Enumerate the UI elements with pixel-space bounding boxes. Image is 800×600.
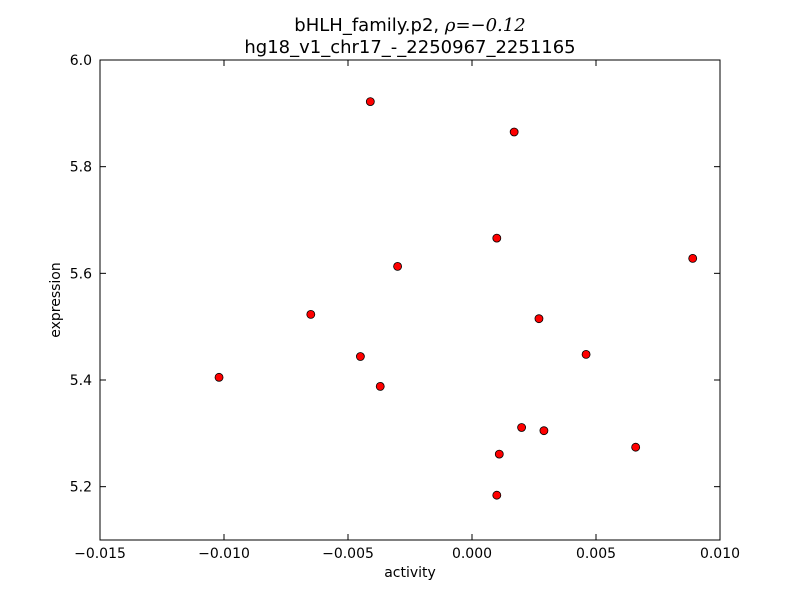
plot-area [99,59,721,541]
data-point [375,381,385,391]
y-axis-ticks [100,59,720,488]
y-tick-label: 5.4 [70,373,92,389]
data-point [393,261,403,271]
data-point [492,233,502,243]
x-tick-label: −0.010 [198,546,250,562]
chart-title-rho: ρ=−0.12 [444,15,526,36]
data-point [365,97,375,106]
x-tick-label: −0.015 [74,546,126,562]
y-tick-label: 6.0 [70,53,92,69]
data-point [214,372,224,382]
data-point [492,490,502,500]
x-tick-label: 0.005 [576,546,616,562]
data-points [214,97,698,500]
data-point [534,314,544,324]
y-axis-label: expression [48,262,64,338]
y-axis-tick-labels: 5.2 5.4 5.6 5.8 6.0 [70,53,92,496]
x-axis-tick-labels: −0.015 −0.010 −0.005 0.000 0.005 0.010 [74,546,740,562]
y-tick-label: 5.8 [70,160,92,176]
data-point [688,253,698,263]
data-point [509,127,519,137]
data-point [581,349,591,359]
data-point [539,426,549,436]
x-tick-label: −0.005 [322,546,374,562]
chart-title-line2: hg18_v1_chr17_-_2250967_2251165 [244,37,575,58]
y-tick-label: 5.6 [70,266,92,282]
data-point [494,449,504,459]
chart-title: bHLH_family.p2, ρ=−0.12 hg18_v1_chr17_-_… [244,15,575,58]
x-tick-label: 0.000 [452,546,492,562]
x-axis-ticks [99,60,721,540]
data-point [631,442,641,452]
data-point [517,423,526,432]
x-tick-label: 0.010 [700,546,740,562]
chart-title-line1: bHLH_family.p2, ρ=−0.12 [294,15,525,36]
data-point [355,352,365,361]
y-tick-label: 5.2 [70,480,92,496]
chart-title-prefix: bHLH_family.p2, [294,15,445,36]
x-axis-label: activity [384,565,436,581]
data-point [306,309,316,319]
